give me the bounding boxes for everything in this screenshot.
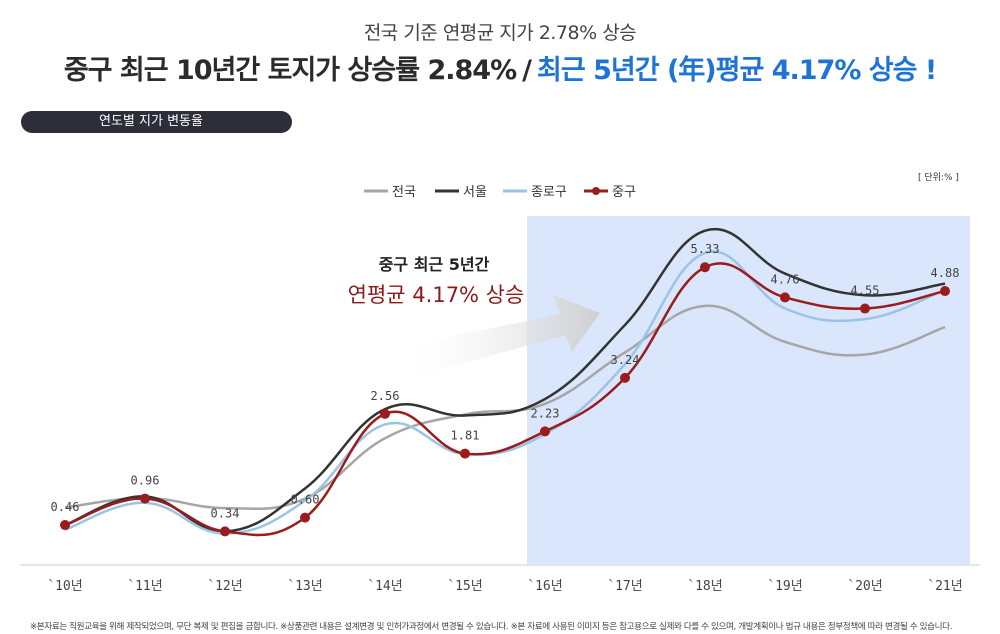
data-point [620, 372, 630, 383]
chart-subtitle: 전국 기준 연평균 지가 2.78% 상승 [363, 22, 637, 44]
x-tick-label: `15년 [447, 579, 482, 594]
x-tick-label: `12년 [207, 579, 242, 594]
data-labels-layer: 0.46 0.96 0.34 0.60 2.56 1.81 2.23 3.24 5.33 4.76… [51, 242, 960, 520]
data-point [380, 408, 390, 419]
legend-label: 서울 [463, 185, 487, 200]
x-tick-label: `17년 [607, 579, 642, 594]
data-point [140, 493, 150, 504]
data-label: 1.81 [451, 429, 480, 443]
chart-headline: 중구 최근 10년간 토지가 상승률 2.84% / 최근 5년간 (年)평균 4.… [0, 48, 1000, 87]
x-tick-label: `11년 [127, 579, 162, 594]
x-tick-labels-layer: `10년 `11년 `12년 `13년 `14년 `15년 `16년 `17년 `18년 `19년… [47, 579, 962, 594]
section-label: 연도별 지가 변동율 [99, 114, 203, 129]
data-point [940, 286, 950, 297]
points-layer [60, 262, 950, 537]
data-label: 5.33 [691, 242, 720, 256]
data-label: 4.76 [771, 272, 800, 286]
data-point [300, 512, 310, 523]
data-label: 0.96 [131, 474, 160, 488]
data-point [220, 526, 230, 537]
legend-marker [592, 187, 600, 195]
annotation-line2: 연평균 4.17% 상승 [348, 283, 525, 307]
trend-arrow [395, 295, 600, 380]
data-point [860, 303, 870, 314]
footnote: ※본자료는 직원교육을 위해 제작되었으며, 무단 복제 및 편집을 금합니다.… [30, 622, 953, 632]
series-line-1 [64, 304, 946, 511]
x-tick-label: `20년 [847, 579, 882, 594]
data-label: 0.60 [291, 493, 320, 507]
x-tick-label: `14년 [367, 579, 402, 594]
annotation-line1: 중구 최근 5년간 [379, 255, 490, 274]
data-point [60, 520, 70, 531]
x-tick-label: `18년 [687, 579, 722, 594]
headline-left: 중구 최근 10년간 토지가 상승률 2.84% [63, 55, 517, 86]
x-tick-label: `21년 [927, 579, 962, 594]
data-point [540, 426, 550, 437]
legend: 전국 서울 종로구 중구 [364, 185, 636, 200]
legend-label: 전국 [392, 185, 416, 200]
data-point [460, 448, 470, 459]
unit-label: [ 단위:% ] [918, 172, 959, 183]
x-tick-label: `13년 [287, 579, 322, 594]
highlight-region [527, 216, 970, 564]
data-label: 2.23 [531, 406, 560, 420]
data-label: 0.34 [211, 506, 240, 520]
data-label: 4.88 [931, 266, 960, 280]
data-label: 2.56 [371, 389, 400, 403]
headline-right: 최근 5년간 (年)평균 4.17% 상승 ! [537, 55, 937, 86]
headline-separator: / [522, 55, 532, 86]
x-tick-label: `16년 [527, 579, 562, 594]
data-point [780, 292, 790, 303]
section-label-pill: 연도별 지가 변동율 [21, 111, 292, 133]
data-point [700, 262, 710, 273]
x-tick-label: `19년 [767, 579, 802, 594]
data-label: 4.55 [851, 284, 880, 298]
legend-label: 종로구 [531, 185, 567, 200]
data-label: 3.24 [611, 353, 640, 367]
data-label: 0.46 [51, 500, 80, 514]
x-tick-label: `10년 [47, 579, 82, 594]
legend-label: 중구 [612, 185, 636, 200]
